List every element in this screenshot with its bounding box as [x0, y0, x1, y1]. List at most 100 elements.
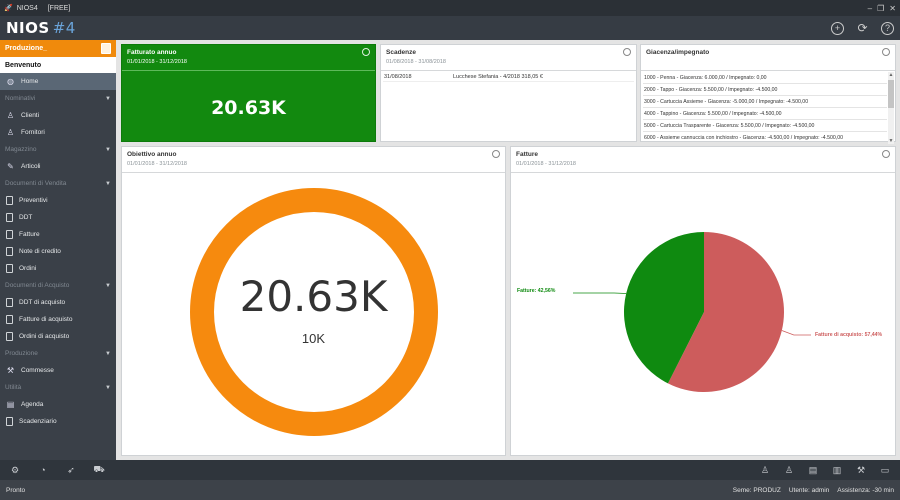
sidebar-item-fornitori[interactable]: ♙ Fornitori: [6, 128, 45, 137]
card-title: Obiettivo annuo: [127, 151, 177, 158]
card-scadenze: Scadenze 01/08/2018 - 31/08/2018 31/08/2…: [380, 44, 637, 142]
sidebar-section-magazzino[interactable]: Magazzino ▼: [5, 146, 111, 153]
sidebar-section-acquisto[interactable]: Documenti di Acquisto ▼: [5, 282, 111, 289]
restore-icon[interactable]: ❐: [877, 3, 885, 13]
calendar-icon: ▤: [6, 400, 15, 409]
close-icon[interactable]: ✕: [889, 3, 896, 13]
help-icon[interactable]: ?: [881, 21, 894, 35]
sidebar-item-ddt[interactable]: DDT: [0, 209, 116, 226]
sidebar-section-nominativi[interactable]: Nominativi ▼: [5, 95, 111, 102]
sidebar-section-vendita[interactable]: Documenti di Vendita ▼: [5, 180, 111, 187]
sidebar-database-selector[interactable]: Produzione_: [0, 40, 116, 57]
sidebar-item-commesse[interactable]: ⚒ Commesse: [6, 366, 54, 375]
chevron-down-icon: ▼: [105, 350, 111, 357]
calendar-icon[interactable]: ▭: [880, 464, 890, 475]
app-header: NIOS #4 + ⟳ ?: [0, 16, 900, 40]
dashboard-icon[interactable]: ◔: [40, 465, 46, 475]
status-text: Pronto: [6, 486, 26, 494]
edition-label: [FREE]: [47, 4, 71, 12]
list-item[interactable]: 1000 - Penna - Giacenza: 6.000,00 / Impe…: [643, 72, 887, 84]
card-period: 01/01/2018 - 31/12/2018: [127, 161, 187, 167]
sidebar-item-note-credito[interactable]: Note di credito: [0, 243, 116, 260]
window-title: NIOS4: [16, 4, 38, 12]
sidebar-item-fatture[interactable]: Fatture: [0, 226, 116, 243]
document-icon[interactable]: ▤: [808, 464, 818, 475]
goal-target: 10K: [301, 331, 326, 346]
settings-icon[interactable]: [492, 150, 500, 158]
document-icon: [6, 417, 13, 426]
goal-donut-chart: [190, 188, 438, 436]
globe-icon: ◍: [7, 77, 14, 86]
card-obiettivo-annuo: Obiettivo annuo 01/01/2018 - 31/12/2018 …: [121, 146, 506, 456]
chevron-down-icon: ▼: [105, 146, 111, 153]
sidebar-section-produzione[interactable]: Produzione ▼: [5, 350, 111, 357]
sidebar-item-clienti[interactable]: ♙ Clienti: [6, 111, 40, 120]
sidebar-item-ordini[interactable]: Ordini: [0, 260, 116, 277]
document-icon: [6, 196, 13, 205]
bottom-toolbar: ⚙ ◔ ➶ ⛟ ♙ ♙ ▤ ▥ ⚒ ▭: [0, 460, 900, 480]
list-item[interactable]: 3000 - Cartuccia Assieme - Giacenza: -5.…: [643, 96, 887, 108]
document-icon: [6, 230, 13, 239]
sidebar-item-articoli[interactable]: ✎ Articoli: [7, 162, 41, 171]
sync-icon[interactable]: ⟳: [857, 21, 868, 35]
chevron-down-icon: ▼: [105, 384, 111, 391]
sidebar-item-ordini-acquisto[interactable]: Ordini di acquisto: [0, 328, 116, 345]
card-period: 01/01/2018 - 31/12/2018: [516, 161, 576, 167]
card-title: Giacenza/impegnato: [646, 49, 710, 56]
sidebar-section-utilita[interactable]: Utilità ▼: [5, 384, 111, 391]
list-item[interactable]: 4000 - Tappino - Giacenza: 5.500,00 / Im…: [643, 108, 887, 120]
window-titlebar: 🚀 NIOS4 [FREE] – ❐ ✕: [0, 0, 900, 16]
chevron-down-icon: ▼: [105, 180, 111, 187]
settings-icon[interactable]: ⚙: [10, 464, 20, 475]
status-bar: Pronto Seme: PRODUZ Utente: admin Assist…: [0, 480, 900, 500]
list-item[interactable]: 5000 - Cartuccia Trasparente - Giacenza:…: [643, 120, 887, 132]
supplier-icon: ♙: [6, 128, 15, 137]
tools-icon: ⚒: [6, 366, 15, 375]
document-icon: [6, 332, 13, 341]
sidebar-welcome: Benvenuto: [0, 57, 116, 73]
minimize-icon[interactable]: –: [867, 3, 873, 13]
fatture-pie-chart: [573, 232, 811, 392]
settings-icon[interactable]: [882, 150, 890, 158]
tools-icon[interactable]: ⚒: [856, 464, 866, 475]
sidebar-item-ddt-acquisto[interactable]: DDT di acquisto: [0, 294, 116, 311]
card-title: Fatturato annuo: [127, 49, 177, 56]
list-item[interactable]: 2000 - Tappo - Giacenza: 5.500,00 / Impe…: [643, 84, 887, 96]
status-seme: Seme: PRODUZ: [732, 486, 781, 494]
settings-icon[interactable]: [882, 48, 890, 56]
list-item[interactable]: 6000 - Assieme cannuccia con inchiostro …: [643, 132, 887, 144]
pie-label-fatture: Fatture: 42,56%: [517, 288, 556, 294]
edit-icon: ✎: [7, 162, 14, 171]
pie-slice-1[interactable]: [667, 232, 784, 392]
status-utente: Utente: admin: [788, 486, 830, 494]
car-icon[interactable]: ⛟: [93, 464, 105, 474]
sidebar-item-scadenziario[interactable]: Scadenziario: [0, 413, 116, 430]
supplier-icon[interactable]: ♙: [784, 464, 794, 475]
scrollbar[interactable]: ▲ ▼: [888, 72, 894, 144]
sidebar-item-home[interactable]: ◍ Home: [0, 73, 116, 90]
rocket-icon[interactable]: ➶: [67, 464, 75, 475]
user-icon: ♙: [6, 111, 15, 120]
sidebar-item-agenda[interactable]: ▤ Agenda: [6, 400, 44, 409]
pie-slice-0[interactable]: [624, 232, 704, 384]
database-icon: [101, 43, 111, 54]
status-assistenza: Assistenza: -30 min: [837, 486, 894, 494]
document-icon: [6, 298, 13, 307]
sidebar-item-preventivi[interactable]: Preventivi: [0, 192, 116, 209]
sidebar-item-fatture-acquisto[interactable]: Fatture di acquisto: [0, 311, 116, 328]
settings-icon[interactable]: [623, 48, 631, 56]
document-icon[interactable]: ▥: [832, 464, 842, 475]
list-item[interactable]: 31/08/2018 Lucchese Stefania - 4/2018 31…: [383, 72, 634, 82]
card-period: 01/01/2018 - 31/12/2018: [127, 59, 187, 65]
giacenza-list: 1000 - Penna - Giacenza: 6.000,00 / Impe…: [643, 72, 887, 144]
document-icon: [6, 264, 13, 273]
user-icon[interactable]: ♙: [760, 464, 770, 475]
pie-leader-line-1: [781, 330, 811, 336]
sidebar: Produzione_ Benvenuto ◍ Home Nominativi ▼ …: [0, 40, 116, 460]
document-icon: [6, 315, 13, 324]
card-fatturato-annuo: Fatturato annuo 01/01/2018 - 31/12/2018 …: [121, 44, 376, 142]
card-fatture: Fatture 01/01/2018 - 31/12/2018 Fatture:…: [510, 146, 896, 456]
add-icon[interactable]: +: [831, 21, 844, 35]
card-giacenza-impegnato: Giacenza/impegnato 1000 - Penna - Giacen…: [640, 44, 896, 144]
settings-icon[interactable]: [362, 48, 370, 56]
